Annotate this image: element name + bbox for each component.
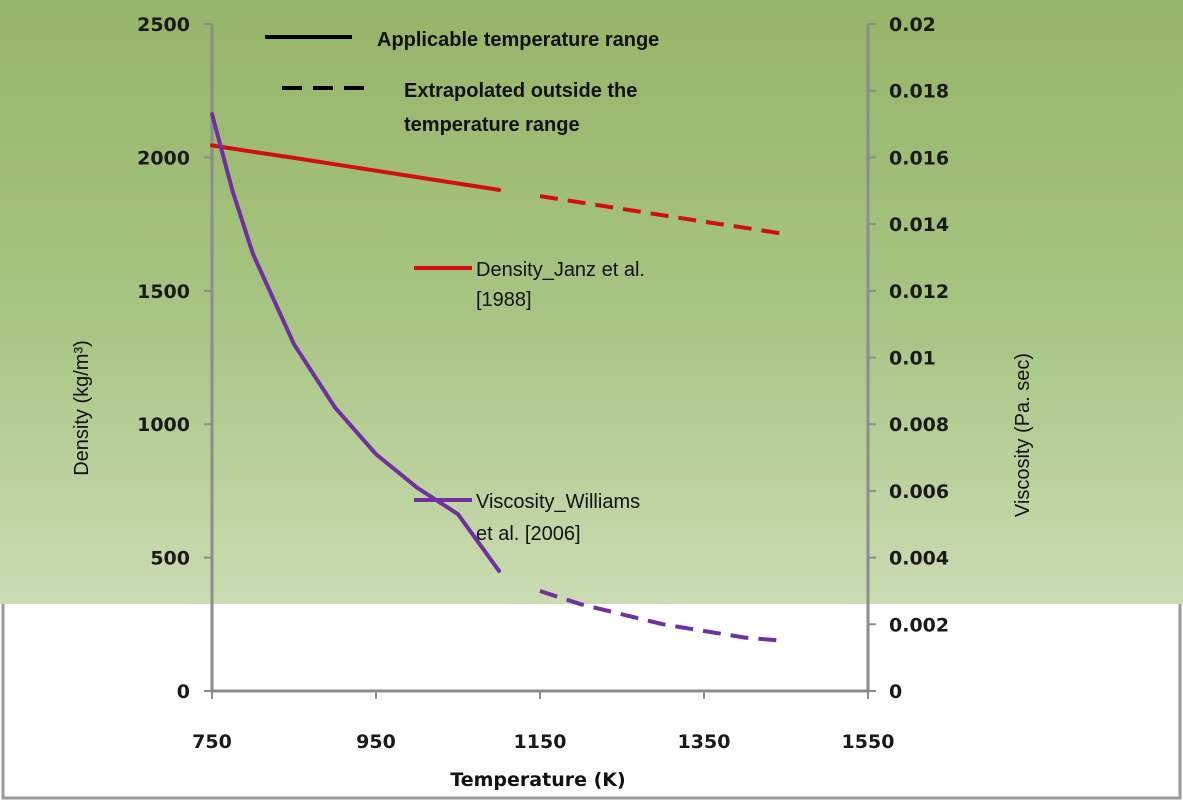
x-axis-title: Temperature (K) [450,769,625,791]
density-line-applicable [210,143,501,192]
legend-dashed-label-line1: Extrapolated outside the [404,80,637,102]
viscosity-line-applicable [210,112,501,573]
y-tick-label: 1000 [137,414,190,436]
y2-axis-title: Viscosity (Pa. sec) [1012,353,1034,517]
y2-tick-label: 0.002 [889,614,949,636]
legend-dashed-label-line2: temperature range [404,114,580,136]
y2-tick-label: 0.018 [889,81,949,103]
axes: 0 500 1000 1500 2000 2500 0 0.002 0.004 0.006 0.00… [137,14,949,753]
y-tick-label: 1500 [137,281,190,303]
legend-density-label-line1: Density_Janz et al. [476,259,645,281]
legend-viscosity-label-line2: et al. [2006] [476,523,581,545]
legend-solid-label: Applicable temperature range [377,29,659,51]
y-tick-label: 500 [150,548,190,570]
legend-viscosity-label-line1: Viscosity_Williams [476,491,640,513]
y2-tick-label: 0.014 [889,214,949,236]
x-tick-label: 1350 [678,731,731,753]
y2-tick-label: 0.01 [889,348,936,370]
x-tick-label: 1150 [514,731,567,753]
y2-tick-label: 0.012 [889,281,949,303]
x-tick-label: 1550 [842,731,895,753]
y-tick-label: 0 [177,681,190,703]
y2-tick-label: 0.008 [889,414,949,436]
viscosity-line-extrapolated [539,589,787,643]
y-tick-label: 2500 [137,14,190,36]
x-tick-label: 750 [192,731,232,753]
density-line-extrapolated [539,194,787,237]
legend-density-label-line2: [1988] [476,289,532,311]
y2-tick-label: 0.006 [889,481,949,503]
series-layer [210,112,787,643]
plot-background [0,0,1183,604]
y2-tick-label: 0 [889,681,902,703]
y2-tick-label: 0.02 [889,14,936,36]
x-tick-label: 950 [356,731,396,753]
y2-tick-label: 0.016 [889,147,949,169]
y-tick-label: 2000 [137,147,190,169]
y2-tick-label: 0.004 [889,548,949,570]
y-axis-title: Density (kg/m³) [71,340,93,476]
